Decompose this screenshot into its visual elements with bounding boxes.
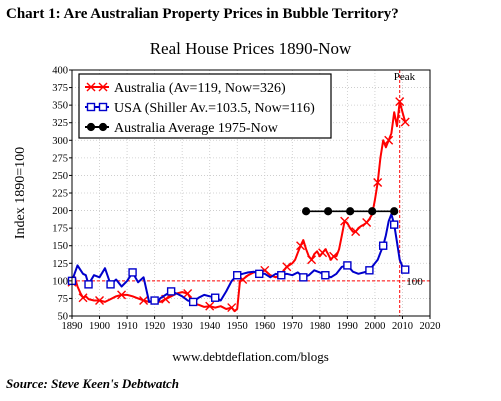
data-point bbox=[373, 177, 383, 187]
data-point bbox=[307, 255, 317, 265]
data-point bbox=[362, 218, 372, 228]
legend-label: Australia Average 1975-Now bbox=[114, 121, 279, 136]
data-point bbox=[343, 261, 352, 270]
x-tick-label: 1910 bbox=[117, 321, 138, 332]
legend-marker bbox=[86, 122, 96, 132]
y-tick-label: 125 bbox=[52, 259, 68, 270]
gridlines bbox=[71, 69, 431, 317]
data-point bbox=[282, 262, 292, 272]
x-tick-label: 1970 bbox=[282, 321, 303, 332]
y-axis-label: Index 1890=100 bbox=[13, 147, 28, 239]
data-point bbox=[117, 290, 127, 300]
legend-entry: Australia (Av=119, Now=326) bbox=[85, 81, 286, 96]
legend-marker bbox=[86, 82, 96, 92]
legend-entry: USA (Shiller Av.=103.5, Now=116) bbox=[85, 101, 315, 116]
y-tick-label: 225 bbox=[52, 189, 68, 200]
data-point bbox=[166, 287, 176, 296]
data-point bbox=[210, 293, 220, 302]
data-point bbox=[299, 273, 308, 282]
data-point bbox=[277, 271, 286, 280]
x-tick-label: 1900 bbox=[89, 321, 110, 332]
legend-marker bbox=[98, 82, 108, 92]
data-point bbox=[128, 268, 137, 277]
data-point bbox=[390, 220, 399, 229]
plot-title: Real House Prices 1890-Now bbox=[149, 39, 352, 58]
y-tick-label: 400 bbox=[52, 66, 68, 77]
data-point bbox=[84, 280, 93, 289]
legend-label: USA (Shiller Av.=103.5, Now=116) bbox=[114, 101, 315, 116]
y-tick-label: 150 bbox=[52, 241, 68, 252]
y-tick-label: 200 bbox=[52, 206, 68, 217]
y-tick-label: 50 bbox=[58, 312, 69, 323]
data-point bbox=[346, 207, 355, 216]
data-point bbox=[183, 289, 193, 299]
legend-box bbox=[78, 73, 332, 139]
data-point bbox=[368, 207, 377, 216]
legend-marker bbox=[98, 102, 108, 112]
series-lines bbox=[67, 97, 410, 313]
data-point bbox=[351, 227, 361, 237]
x-tick-label: 1920 bbox=[144, 321, 165, 332]
data-point bbox=[150, 296, 159, 305]
y-tick-label: 300 bbox=[52, 136, 68, 147]
y-tick-label: 250 bbox=[52, 171, 68, 182]
data-point bbox=[401, 265, 410, 274]
data-point bbox=[106, 280, 115, 289]
data-point bbox=[321, 271, 330, 280]
legend: Australia (Av=119, Now=326) USA (Shiller … bbox=[78, 73, 332, 139]
data-point bbox=[205, 301, 215, 311]
data-point bbox=[318, 248, 328, 258]
data-point bbox=[390, 207, 399, 216]
data-point bbox=[188, 297, 198, 307]
y-tick-label: 75 bbox=[58, 294, 69, 305]
data-point bbox=[395, 97, 405, 107]
legend-marker bbox=[98, 122, 108, 132]
x-tick-label: 2020 bbox=[420, 321, 441, 332]
data-point bbox=[139, 296, 149, 306]
data-point bbox=[233, 271, 242, 280]
source-credit: Source: Steve Keen's Debtwatch bbox=[6, 376, 179, 391]
series-3 bbox=[301, 207, 399, 216]
x-tick-label: 1950 bbox=[227, 321, 248, 332]
x-tick-label: 1960 bbox=[254, 321, 275, 332]
y-tick-label: 275 bbox=[52, 153, 68, 164]
peak-annotation: Peak bbox=[394, 71, 416, 83]
y-tick-label: 100 bbox=[52, 276, 68, 287]
legend-label: Australia (Av=119, Now=326) bbox=[114, 81, 286, 96]
y-tick-label: 175 bbox=[52, 224, 68, 235]
data-point bbox=[400, 117, 410, 127]
data-point bbox=[227, 303, 237, 313]
x-tick-label: 1980 bbox=[309, 321, 330, 332]
annotations: Peak 100 bbox=[394, 71, 424, 288]
data-point bbox=[329, 251, 339, 261]
y-tick-label: 350 bbox=[52, 101, 68, 112]
data-point bbox=[365, 266, 374, 275]
data-point bbox=[378, 241, 388, 250]
baseline-annotation: 100 bbox=[406, 276, 423, 288]
reference-lines bbox=[72, 70, 430, 316]
x-tick-label: 1940 bbox=[199, 321, 220, 332]
website-credit: www.debtdeflation.com/blogs bbox=[172, 349, 329, 364]
chart-heading: Chart 1: Are Australian Property Prices … bbox=[6, 6, 399, 22]
x-tick-label: 2000 bbox=[364, 321, 385, 332]
data-point bbox=[340, 216, 350, 226]
x-tick-label: 1930 bbox=[172, 321, 193, 332]
y-tick-label: 375 bbox=[52, 83, 68, 94]
data-point bbox=[78, 293, 88, 303]
data-point bbox=[384, 135, 394, 145]
data-point bbox=[95, 296, 105, 306]
data-point bbox=[255, 269, 264, 279]
x-tick-label: 2010 bbox=[392, 321, 413, 332]
data-point bbox=[301, 207, 311, 216]
axis-ticks: 50 75 100 125 150 175 200 225 250 275 300 325 350 375… bbox=[52, 66, 440, 333]
y-tick-label: 325 bbox=[52, 118, 68, 129]
data-point bbox=[296, 241, 306, 251]
x-tick-label: 1890 bbox=[62, 321, 83, 332]
data-point bbox=[324, 207, 333, 216]
legend-marker bbox=[86, 102, 96, 112]
series-line bbox=[71, 213, 406, 305]
legend-entry: Australia Average 1975-Now bbox=[85, 121, 279, 136]
x-tick-label: 1990 bbox=[337, 321, 358, 332]
